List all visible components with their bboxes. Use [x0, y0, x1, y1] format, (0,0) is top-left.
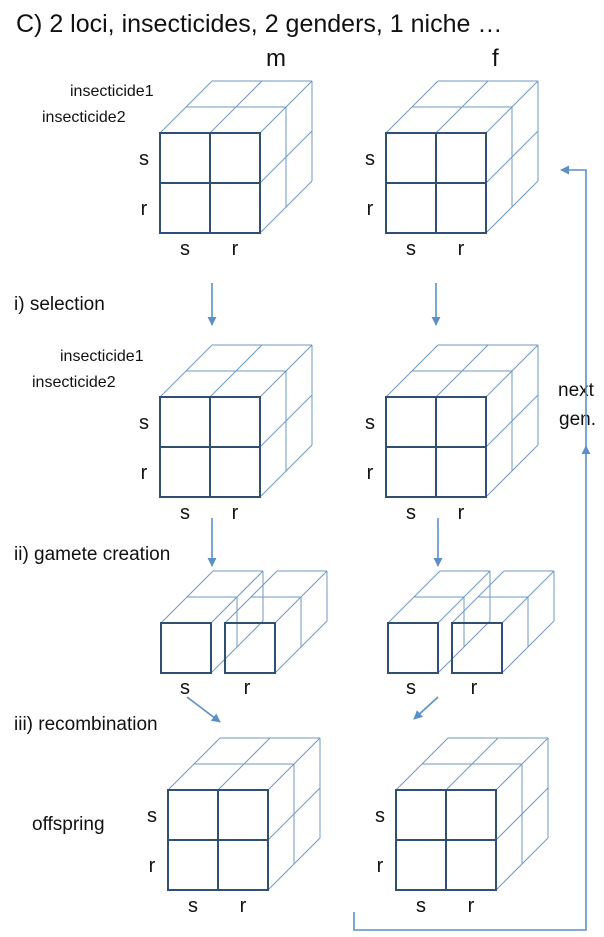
male-selected-cube: [159, 344, 313, 498]
male-population-col-label-r: r: [232, 238, 239, 260]
female-gamete-r-block: [451, 570, 555, 674]
male-selected-col-label-r: r: [232, 502, 239, 524]
genotype-cell: [209, 132, 261, 184]
female-population-row-label-s: s: [365, 148, 375, 170]
female-selected-row-label-r: r: [367, 462, 374, 484]
male-recombination-arrow: [186, 696, 221, 723]
male-offspring-row-label-r: r: [149, 855, 156, 877]
genotype-cell: [435, 396, 487, 448]
female-offspring-row-label-s: s: [375, 805, 385, 827]
male-offspring-cube: [167, 737, 321, 891]
male-gamete-label-r: r: [244, 677, 251, 699]
genotype-cubes: [159, 80, 549, 891]
male-population-row-label-r: r: [141, 198, 148, 220]
insecticide1-label-top: insecticide1: [70, 83, 154, 100]
male-offspring-row-label-s: s: [147, 805, 157, 827]
male-selected-row-label-s: s: [139, 412, 149, 434]
female-offspring-col-label-r: r: [468, 895, 475, 917]
next-generation-loop-arrow: [353, 165, 587, 931]
genotype-cell: [209, 396, 261, 448]
genotype-cell: [385, 132, 437, 184]
male-gamete-s-block-front-cell: [160, 622, 212, 674]
female-gamete-s-block: [387, 570, 491, 674]
genotype-cell: [445, 839, 497, 891]
male-offspring-cube-front-face: [167, 789, 269, 891]
insecticide2-label-selection: insecticide2: [32, 374, 116, 391]
female-selected-row-label-s: s: [365, 412, 375, 434]
female-gamete-label-s: s: [406, 677, 416, 699]
female-population-col-label-r: r: [458, 238, 465, 260]
genotype-cell: [217, 839, 269, 891]
next-gen-label-line2: gen.: [559, 409, 596, 430]
female-selected-col-label-r: r: [458, 502, 465, 524]
male-selected-cube-front-face: [159, 396, 261, 498]
male-column-header: m: [266, 45, 286, 72]
genotype-cell: [159, 182, 211, 234]
female-population-cube-front-face: [385, 132, 487, 234]
genotype-cell: [217, 789, 269, 841]
female-population-row-label-r: r: [367, 198, 374, 220]
female-offspring-row-label-r: r: [377, 855, 384, 877]
genotype-cell: [209, 446, 261, 498]
genotype-cell: [159, 446, 211, 498]
insecticide1-label-selection: insecticide1: [60, 348, 144, 365]
diagram-title: C) 2 loci, insecticides, 2 genders, 1 ni…: [16, 10, 502, 38]
female-selected-col-label-s: s: [406, 502, 416, 524]
female-gamete-r-block-front-cell: [451, 622, 503, 674]
female-gamete-label-r: r: [471, 677, 478, 699]
female-selected-cube-front-face: [385, 396, 487, 498]
genotype-cell: [385, 396, 437, 448]
genotype-cell: [385, 446, 437, 498]
male-selected-col-label-s: s: [180, 502, 190, 524]
flow-arrows: [186, 165, 591, 931]
genotype-cell: [159, 396, 211, 448]
female-offspring-cube: [395, 737, 549, 891]
gamete-blocks: [160, 570, 555, 674]
genotype-cell: [167, 839, 219, 891]
female-population-col-label-s: s: [406, 238, 416, 260]
male-population-cube: [159, 80, 313, 234]
male-gamete-r-block: [224, 570, 328, 674]
male-population-cube-front-face: [159, 132, 261, 234]
female-selected-cube: [385, 344, 539, 498]
male-offspring-col-label-s: s: [188, 895, 198, 917]
genotype-cell: [395, 789, 447, 841]
allele-labels: s r s r s r s r s r s r s r s r s r s r s r s r s r s r: [139, 148, 478, 917]
male-selected-row-label-r: r: [141, 462, 148, 484]
female-gamete-s-block-front-cell: [387, 622, 439, 674]
female-recombination-arrow: [413, 696, 439, 720]
female-offspring-cube-front-face: [395, 789, 497, 891]
female-population-cube: [385, 80, 539, 234]
genotype-cell: [435, 446, 487, 498]
recombination-step-label: iii) recombination: [14, 714, 158, 735]
male-gamete-label-s: s: [180, 677, 190, 699]
genotype-cell: [445, 789, 497, 841]
male-population-row-label-s: s: [139, 148, 149, 170]
male-gamete-r-block-front-cell: [224, 622, 276, 674]
genotype-cell: [167, 789, 219, 841]
gamete-creation-step-label: ii) gamete creation: [14, 544, 170, 565]
male-population-col-label-s: s: [180, 238, 190, 260]
genotype-cell: [159, 132, 211, 184]
female-offspring-col-label-s: s: [416, 895, 426, 917]
genotype-cell: [209, 182, 261, 234]
genotype-cell: [385, 182, 437, 234]
genotype-cell: [395, 839, 447, 891]
genotype-cell: [435, 182, 487, 234]
next-gen-label-line1: next: [558, 380, 595, 401]
insecticide2-label-top: insecticide2: [42, 109, 126, 126]
selection-step-label: i) selection: [14, 294, 105, 315]
male-offspring-col-label-r: r: [240, 895, 247, 917]
genotype-cell: [435, 132, 487, 184]
offspring-label: offspring: [32, 814, 105, 835]
female-column-header: f: [492, 45, 499, 72]
